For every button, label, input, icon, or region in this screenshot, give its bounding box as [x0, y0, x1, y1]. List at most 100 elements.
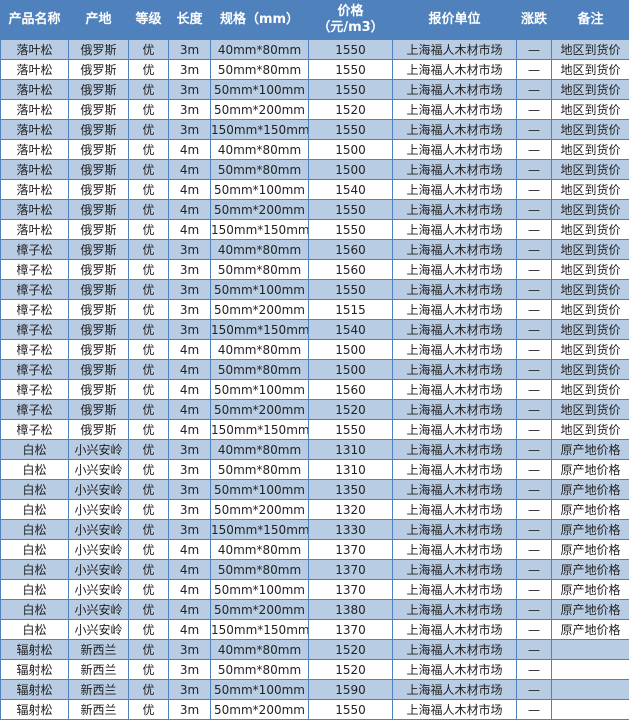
cell-product-name: 辐射松 [0, 699, 69, 720]
cell-remark: 原产地价格 [551, 619, 629, 640]
cell-product-name: 樟子松 [0, 299, 69, 320]
cell-price: 1550 [308, 219, 393, 240]
cell-price: 1560 [308, 239, 393, 260]
cell-length: 3m [168, 39, 211, 60]
cell-origin: 俄罗斯 [68, 139, 129, 160]
cell-remark: 原产地价格 [551, 599, 629, 620]
cell-origin: 新西兰 [68, 679, 129, 700]
cell-origin: 俄罗斯 [68, 99, 129, 120]
cell-quote-unit: 上海福人木材市场 [392, 459, 517, 480]
cell-length: 3m [168, 279, 211, 300]
table-row: 樟子松 俄罗斯优 4m 150mm*150mm 1550 上海福人木材市场 — 地区到货价 [0, 419, 629, 440]
cell-remark: 地区到货价 [551, 39, 629, 60]
cell-remark: 地区到货价 [551, 239, 629, 260]
cell-spec: 50mm*80mm [210, 559, 309, 580]
cell-origin: 新西兰 [68, 659, 129, 680]
header-origin: 产地 [68, 0, 129, 40]
cell-origin: 俄罗斯 [68, 379, 129, 400]
cell-price: 1550 [308, 119, 393, 140]
cell-product-name: 落叶松 [0, 219, 69, 240]
table-row: 樟子松 俄罗斯优 3m 40mm*80mm 1560 上海福人木材市场 — 地区到货价 [0, 239, 629, 260]
cell-length: 3m [168, 299, 211, 320]
cell-change: — [516, 419, 552, 440]
cell-price: 1550 [308, 279, 393, 300]
cell-grade: 优 [128, 439, 169, 460]
cell-origin: 俄罗斯 [68, 179, 129, 200]
cell-length: 3m [168, 519, 211, 540]
table-row: 白松 小兴安岭优 4m 50mm*200mm 1380 上海福人木材市场 — 原产地价格 [0, 599, 629, 620]
cell-change: — [516, 139, 552, 160]
cell-price: 1550 [308, 199, 393, 220]
cell-quote-unit: 上海福人木材市场 [392, 299, 517, 320]
table-row: 白松 小兴安岭优 3m 50mm*200mm 1320 上海福人木材市场 — 原产地价格 [0, 499, 629, 520]
cell-quote-unit: 上海福人木材市场 [392, 79, 517, 100]
cell-grade: 优 [128, 419, 169, 440]
table-row: 落叶松 俄罗斯优 4m 50mm*200mm 1550 上海福人木材市场 — 地区到货价 [0, 199, 629, 220]
cell-product-name: 樟子松 [0, 359, 69, 380]
header-price: 价格（元/m3） [308, 0, 393, 40]
table-row: 白松 小兴安岭优 3m 40mm*80mm 1310 上海福人木材市场 — 原产地价格 [0, 439, 629, 460]
cell-remark: 地区到货价 [551, 379, 629, 400]
table-row: 樟子松 俄罗斯优 3m 150mm*150mm 1540 上海福人木材市场 — 地区到货价 [0, 319, 629, 340]
cell-grade: 优 [128, 39, 169, 60]
cell-change: — [516, 559, 552, 580]
cell-spec: 150mm*150mm [210, 219, 309, 240]
cell-price: 1370 [308, 579, 393, 600]
cell-origin: 俄罗斯 [68, 319, 129, 340]
cell-length: 4m [168, 599, 211, 620]
cell-grade: 优 [128, 519, 169, 540]
cell-length: 3m [168, 319, 211, 340]
cell-remark: 地区到货价 [551, 279, 629, 300]
cell-spec: 50mm*100mm [210, 679, 309, 700]
cell-quote-unit: 上海福人木材市场 [392, 579, 517, 600]
cell-length: 4m [168, 339, 211, 360]
cell-spec: 50mm*80mm [210, 259, 309, 280]
cell-remark: 地区到货价 [551, 419, 629, 440]
cell-origin: 俄罗斯 [68, 119, 129, 140]
cell-origin: 小兴安岭 [68, 559, 129, 580]
cell-length: 3m [168, 679, 211, 700]
cell-product-name: 白松 [0, 539, 69, 560]
table-header-row: 产品名称 产地 等级 长度 规格（mm） 价格（元/m3） 报价单位 涨跌 备注 [0, 0, 629, 40]
table-row: 白松 小兴安岭优 3m 150mm*150mm 1330 上海福人木材市场 — 原产地价格 [0, 519, 629, 540]
cell-product-name: 落叶松 [0, 59, 69, 80]
header-remark: 备注 [551, 0, 629, 40]
cell-change: — [516, 239, 552, 260]
table-row: 辐射松 新西兰优 3m 40mm*80mm 1520 上海福人木材市场 — [0, 639, 629, 660]
cell-origin: 小兴安岭 [68, 599, 129, 620]
cell-origin: 小兴安岭 [68, 459, 129, 480]
table-row: 落叶松 俄罗斯优 4m 50mm*100mm 1540 上海福人木材市场 — 地区到货价 [0, 179, 629, 200]
cell-price: 1330 [308, 519, 393, 540]
cell-product-name: 落叶松 [0, 179, 69, 200]
cell-product-name: 落叶松 [0, 79, 69, 100]
cell-change: — [516, 279, 552, 300]
cell-change: — [516, 579, 552, 600]
cell-quote-unit: 上海福人木材市场 [392, 259, 517, 280]
cell-price: 1540 [308, 319, 393, 340]
cell-product-name: 樟子松 [0, 239, 69, 260]
table-row: 白松 小兴安岭优 3m 50mm*80mm 1310 上海福人木材市场 — 原产地价格 [0, 459, 629, 480]
cell-remark: 原产地价格 [551, 499, 629, 520]
cell-grade: 优 [128, 179, 169, 200]
cell-origin: 小兴安岭 [68, 479, 129, 500]
cell-origin: 小兴安岭 [68, 579, 129, 600]
cell-spec: 50mm*100mm [210, 579, 309, 600]
cell-spec: 50mm*200mm [210, 299, 309, 320]
cell-product-name: 樟子松 [0, 279, 69, 300]
table-row: 樟子松 俄罗斯优 3m 50mm*200mm 1515 上海福人木材市场 — 地区到货价 [0, 299, 629, 320]
cell-origin: 俄罗斯 [68, 279, 129, 300]
table-row: 落叶松 俄罗斯优 4m 50mm*80mm 1500 上海福人木材市场 — 地区到货价 [0, 159, 629, 180]
cell-spec: 40mm*80mm [210, 639, 309, 660]
cell-origin: 俄罗斯 [68, 59, 129, 80]
cell-grade: 优 [128, 579, 169, 600]
cell-change: — [516, 319, 552, 340]
cell-length: 3m [168, 699, 211, 720]
cell-grade: 优 [128, 359, 169, 380]
cell-length: 4m [168, 539, 211, 560]
table-row: 辐射松 新西兰优 3m 50mm*200mm 1550 上海福人木材市场 — [0, 699, 629, 720]
cell-remark: 原产地价格 [551, 559, 629, 580]
cell-spec: 50mm*80mm [210, 359, 309, 380]
cell-quote-unit: 上海福人木材市场 [392, 119, 517, 140]
cell-remark: 地区到货价 [551, 159, 629, 180]
cell-quote-unit: 上海福人木材市场 [392, 379, 517, 400]
